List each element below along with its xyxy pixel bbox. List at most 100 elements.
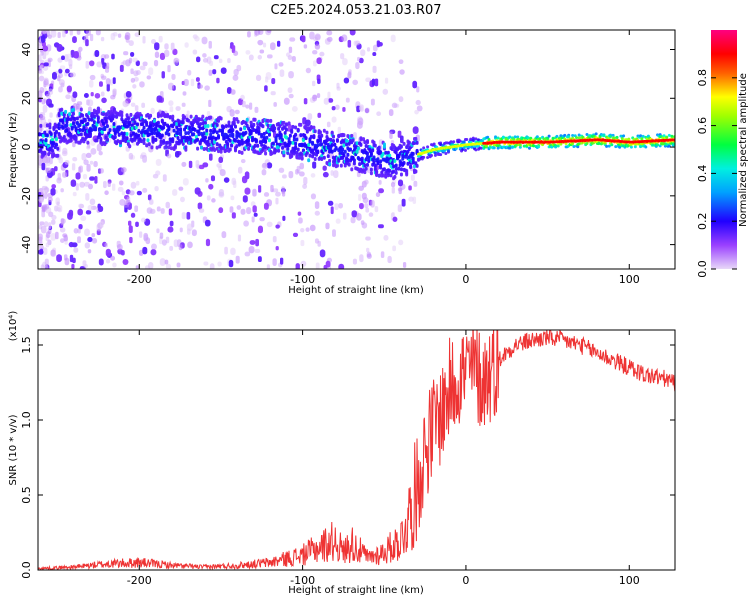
heatmap-cell bbox=[249, 120, 253, 125]
heatmap-cell bbox=[516, 135, 520, 139]
heatmap-cell bbox=[208, 153, 213, 161]
heatmap-cell bbox=[209, 128, 213, 133]
heatmap-cell bbox=[300, 239, 305, 247]
heatmap-cell bbox=[373, 143, 377, 148]
heatmap-cell bbox=[241, 100, 246, 108]
heatmap-cell bbox=[400, 135, 404, 144]
colorbar-ticks: 0.0 0.2 0.4 0.6 0.8 bbox=[696, 69, 737, 278]
heatmap-cell bbox=[335, 138, 339, 143]
heatmap-cell bbox=[310, 193, 316, 200]
heatmap-cell bbox=[287, 87, 293, 94]
heatmap-cell bbox=[294, 125, 298, 130]
heatmap-cell bbox=[166, 114, 170, 119]
heatmap-cell bbox=[445, 141, 449, 145]
heatmap-cell bbox=[379, 165, 383, 170]
heatmap-cell bbox=[218, 207, 224, 214]
heatmap-cell bbox=[94, 125, 98, 130]
heatmap-cell bbox=[355, 149, 359, 154]
heatmap-cell bbox=[175, 121, 179, 126]
heatmap-cell bbox=[89, 79, 94, 88]
heatmap-cell bbox=[146, 207, 153, 214]
heatmap-cell bbox=[278, 167, 285, 173]
heatmap-cell bbox=[355, 141, 359, 146]
heatmap-cell bbox=[290, 128, 294, 133]
heatmap-cell bbox=[342, 58, 348, 66]
heatmap-cell bbox=[205, 131, 209, 136]
heatmap-cell bbox=[347, 39, 352, 48]
heatmap-cell bbox=[105, 78, 111, 85]
heatmap-cell bbox=[51, 184, 57, 189]
heatmap-cell bbox=[171, 73, 176, 80]
heatmap-cell bbox=[227, 123, 231, 128]
heatmap-cell bbox=[69, 30, 73, 36]
heatmap-cell bbox=[288, 93, 294, 99]
heatmap-cell bbox=[358, 185, 364, 191]
heatmap-cell bbox=[513, 135, 517, 139]
heatmap-cell bbox=[90, 33, 94, 42]
heatmap-cell bbox=[134, 125, 138, 130]
heatmap-cell bbox=[275, 197, 279, 205]
heatmap-cell bbox=[351, 138, 355, 143]
heatmap-cell bbox=[165, 201, 170, 209]
heatmap-cell bbox=[233, 50, 239, 57]
heatmap-cell bbox=[48, 222, 52, 229]
heatmap-cell bbox=[153, 59, 159, 67]
heatmap-cell bbox=[197, 129, 201, 134]
heatmap-cell bbox=[382, 88, 389, 95]
heatmap-cell bbox=[243, 126, 247, 131]
heatmap-cell bbox=[227, 120, 231, 125]
heatmap-cell bbox=[104, 190, 109, 196]
heatmap-cell bbox=[122, 131, 126, 136]
heatmap-cell bbox=[508, 135, 512, 139]
heatmap-cell bbox=[64, 68, 70, 74]
heatmap-cell bbox=[139, 65, 146, 71]
heatmap-cell bbox=[66, 85, 72, 93]
heatmap-cell bbox=[309, 224, 316, 232]
heatmap-cell bbox=[446, 149, 450, 153]
heatmap-cell bbox=[187, 69, 192, 76]
heatmap-cell bbox=[219, 116, 223, 121]
heatmap-cell bbox=[74, 137, 78, 142]
heatmap-cell bbox=[358, 162, 362, 167]
heatmap-cell bbox=[202, 162, 209, 168]
heatmap-cell bbox=[154, 51, 160, 59]
heatmap-cell bbox=[422, 146, 426, 150]
heatmap-cell bbox=[576, 145, 580, 149]
heatmap-cell bbox=[547, 134, 551, 138]
heatmap-cell bbox=[272, 188, 279, 193]
heatmap-cell bbox=[62, 171, 68, 178]
heatmap-cell bbox=[316, 93, 321, 99]
heatmap-cell bbox=[174, 58, 180, 63]
heatmap-cell bbox=[249, 102, 253, 110]
heatmap-cell bbox=[99, 136, 103, 141]
heatmap-cell bbox=[72, 91, 78, 99]
heatmap-cell bbox=[378, 179, 382, 185]
heatmap-cell bbox=[235, 144, 239, 149]
heatmap-cell bbox=[383, 234, 389, 241]
heatmap-cell bbox=[292, 232, 299, 237]
heatmap-cell bbox=[433, 153, 437, 157]
heatmap-cell bbox=[128, 152, 134, 160]
heatmap-cell bbox=[168, 115, 172, 120]
heatmap-cell bbox=[357, 117, 364, 126]
heatmap-cell bbox=[179, 127, 183, 132]
heatmap-cell bbox=[69, 254, 74, 263]
heatmap-cell bbox=[310, 173, 316, 178]
heatmap-cell bbox=[337, 126, 341, 134]
heatmap-cell bbox=[299, 162, 305, 170]
heatmap-cell bbox=[105, 248, 111, 257]
heatmap-cell bbox=[376, 161, 380, 166]
heatmap-cell bbox=[275, 133, 279, 138]
heatmap-cell bbox=[285, 52, 291, 58]
heatmap-cell bbox=[40, 118, 47, 126]
heatmap-cell bbox=[397, 187, 403, 192]
heatmap-cell bbox=[169, 220, 174, 227]
heatmap-cell bbox=[577, 136, 581, 140]
heatmap-cell bbox=[52, 153, 56, 158]
heatmap-cell bbox=[105, 124, 109, 129]
heatmap-cell bbox=[192, 132, 196, 137]
heatmap-cell bbox=[198, 122, 202, 127]
heatmap-cell bbox=[130, 123, 134, 128]
heatmap-cell bbox=[270, 151, 274, 156]
heatmap-cell bbox=[209, 115, 213, 120]
